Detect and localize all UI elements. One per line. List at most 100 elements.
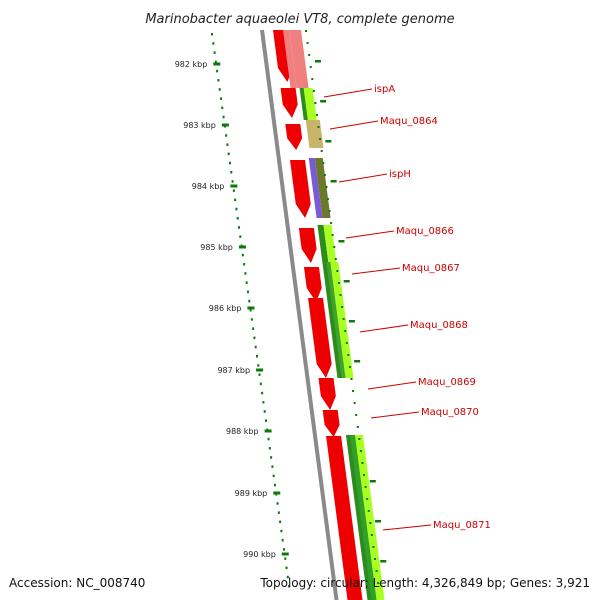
outer-dot <box>356 426 359 428</box>
outer-tick <box>314 60 321 63</box>
outer-dot <box>366 498 369 500</box>
feature-block <box>305 120 324 148</box>
outer-dot <box>312 90 315 92</box>
gene-leader <box>382 524 432 531</box>
feature-block <box>289 30 309 88</box>
ruler-dot <box>284 557 287 560</box>
outer-dot <box>359 450 362 452</box>
outer-dot <box>319 138 322 140</box>
ruler-dot <box>241 253 244 257</box>
outer-dot <box>353 402 356 404</box>
outer-dot <box>334 258 337 260</box>
ruler-dot <box>226 143 229 146</box>
cds-arrow <box>298 228 317 263</box>
feature-block <box>323 225 337 262</box>
feature-block <box>314 158 331 218</box>
gene-leader <box>323 88 373 98</box>
ruler-tick-label: 989 kbp <box>235 489 268 498</box>
outer-tick <box>343 280 350 283</box>
ruler-dot <box>258 373 261 376</box>
ruler-dot <box>231 180 234 183</box>
outer-dot <box>317 126 320 128</box>
gene-label: Maqu_0869 <box>418 377 476 388</box>
ruler-dot <box>245 281 248 284</box>
cds-arrow <box>308 298 332 378</box>
outer-dot <box>333 246 336 248</box>
ruler-dot <box>246 290 249 294</box>
ruler-tick-label: 984 kbp <box>192 182 225 191</box>
cds-arrow <box>322 410 340 437</box>
ruler-dot <box>237 226 240 229</box>
outer-dot <box>374 558 377 560</box>
ruler-dot <box>272 474 275 478</box>
map-title: Marinobacter aquaeolei VT8, complete gen… <box>145 12 454 27</box>
ruler-tick <box>256 368 264 372</box>
outer-dot <box>306 42 309 44</box>
ruler-dot <box>261 391 264 395</box>
outer-dot <box>355 414 358 416</box>
ruler-tick-label: 985 kbp <box>200 243 233 252</box>
cds-arrow <box>285 124 303 150</box>
outer-dot <box>337 282 340 284</box>
outer-dot <box>344 330 347 332</box>
outer-tick <box>369 480 376 483</box>
ruler-dot <box>282 548 285 551</box>
ruler-tick <box>281 552 289 556</box>
gene-leader <box>367 381 417 390</box>
ruler-tick-label: 982 kbp <box>175 60 208 69</box>
ruler-dot <box>279 520 282 524</box>
ruler-dot <box>281 539 284 542</box>
ruler-dot <box>276 502 279 505</box>
ruler-dot <box>286 575 289 579</box>
feature-block <box>308 158 323 218</box>
ruler-dot <box>257 364 260 367</box>
ruler-tick-label: 990 kbp <box>243 550 276 559</box>
feature-block <box>330 262 354 378</box>
outer-dot <box>323 174 326 176</box>
cds-arrow <box>289 160 311 218</box>
outer-dot <box>369 522 372 524</box>
ruler-dot <box>255 355 258 358</box>
gene-leader <box>329 120 379 130</box>
outer-dot <box>331 234 334 236</box>
outer-dot <box>375 570 378 572</box>
cds-arrow <box>318 378 336 410</box>
ruler-dot <box>218 88 221 91</box>
outer-dot <box>347 354 350 356</box>
outer-dot <box>363 474 366 476</box>
ruler-tick <box>221 123 229 127</box>
ruler-dot <box>254 345 257 349</box>
gene-label: ispH <box>389 169 411 180</box>
ruler: 982 kbp 983 kbp 984 kbp 985 kbp 986 kbp 987 k… <box>175 33 291 588</box>
ruler-dot <box>285 566 288 570</box>
outer-tick <box>348 320 355 323</box>
ruler-dot <box>259 382 262 386</box>
backbone <box>260 29 339 600</box>
ruler-dot <box>270 456 273 459</box>
ruler-dot <box>228 161 231 165</box>
outer-dot <box>367 510 370 512</box>
ruler-dot <box>230 171 233 174</box>
gene-leader <box>345 230 395 239</box>
outer-tick <box>325 140 332 143</box>
outer-dot <box>325 186 328 188</box>
outer-dot <box>308 54 311 56</box>
outer-dot <box>361 462 364 464</box>
feature-block <box>349 435 378 600</box>
ruler-dot <box>288 585 291 588</box>
ruler-tick <box>247 306 255 310</box>
ruler-dot <box>234 198 237 202</box>
outer-dot <box>350 378 353 380</box>
ruler-tick-label: 983 kbp <box>183 121 216 130</box>
outer-dot <box>377 582 380 584</box>
ruler-dot <box>239 235 242 238</box>
outer-dot <box>342 318 345 320</box>
ruler-dot <box>235 207 238 211</box>
outer-dot <box>328 210 331 212</box>
ruler-dot <box>222 115 225 119</box>
ruler-dot <box>216 69 219 73</box>
gene-label: Maqu_0864 <box>380 116 438 127</box>
ruler-dot <box>280 529 283 533</box>
outer-dot <box>352 390 355 392</box>
